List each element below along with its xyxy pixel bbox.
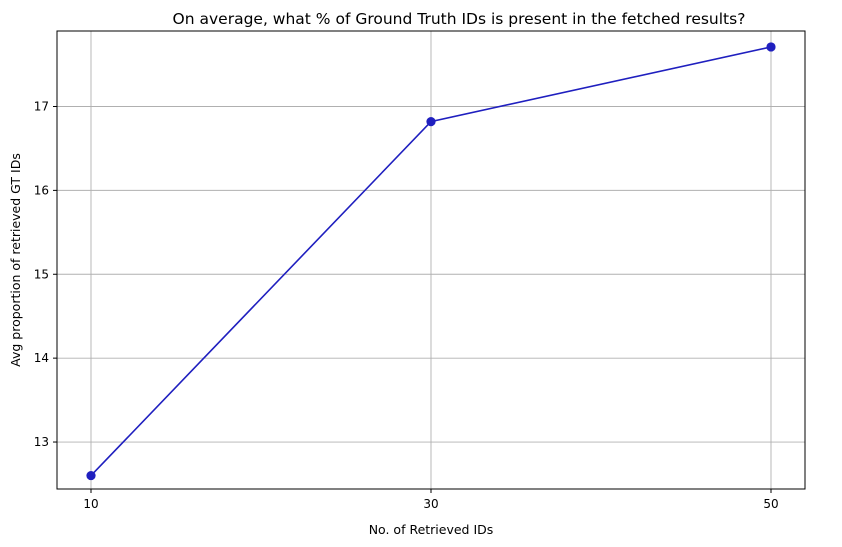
data-point <box>86 470 96 481</box>
series-group <box>86 42 776 481</box>
data-point <box>766 42 776 52</box>
chart-title: On average, what % of Ground Truth IDs i… <box>173 10 746 28</box>
y-tick-label: 15 <box>34 267 49 281</box>
data-point <box>426 116 436 127</box>
x-axis-label: No. of Retrieved IDs <box>369 522 494 537</box>
y-tick-label: 17 <box>34 99 49 113</box>
y-tick-label: 13 <box>34 435 49 449</box>
y-tick-label: 16 <box>34 183 49 197</box>
y-tick-label: 14 <box>34 351 49 365</box>
grid <box>57 31 805 489</box>
x-tick-label: 10 <box>83 497 98 511</box>
y-axis: 13 14 15 16 17 <box>34 99 57 449</box>
x-tick-label: 50 <box>763 497 778 511</box>
x-axis: 10 30 50 <box>83 489 779 511</box>
y-axis-label: Avg proportion of retrieved GT IDs <box>8 153 23 367</box>
x-tick-label: 30 <box>423 497 438 511</box>
